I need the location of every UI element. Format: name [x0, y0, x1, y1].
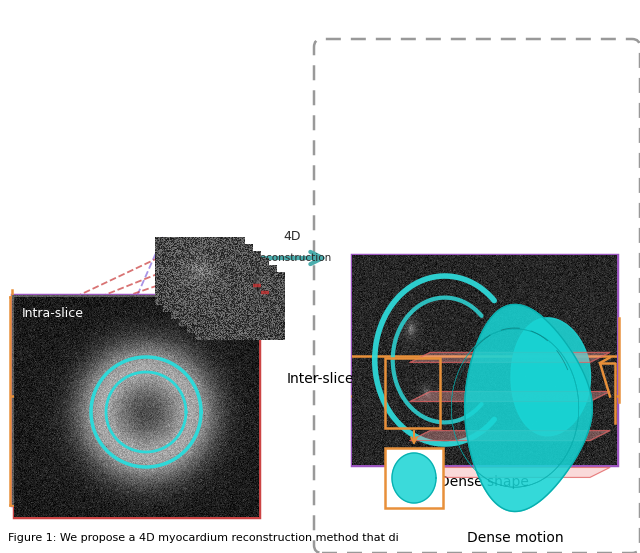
Polygon shape [138, 345, 200, 463]
Polygon shape [511, 318, 591, 436]
Text: Intra-slice: Intra-slice [22, 307, 84, 320]
Polygon shape [410, 392, 610, 401]
Text: Reconstruction: Reconstruction [253, 253, 331, 263]
Text: Inter-slice: Inter-slice [286, 372, 354, 386]
Bar [14, 297, 259, 517]
Text: Figure 1: We propose a 4D myocardium reconstruction method that di: Figure 1: We propose a 4D myocardium rec… [8, 533, 399, 543]
Bar [12, 295, 230, 505]
Polygon shape [465, 305, 592, 512]
Bar [385, 358, 440, 428]
Polygon shape [410, 431, 610, 441]
Polygon shape [410, 352, 610, 362]
Polygon shape [410, 467, 610, 477]
Polygon shape [392, 453, 436, 503]
Text: 4D: 4D [284, 230, 301, 243]
Text: Dense shape: Dense shape [439, 475, 529, 489]
Text: Dense motion: Dense motion [467, 531, 563, 545]
Bar [385, 448, 443, 508]
Bar [352, 255, 617, 465]
